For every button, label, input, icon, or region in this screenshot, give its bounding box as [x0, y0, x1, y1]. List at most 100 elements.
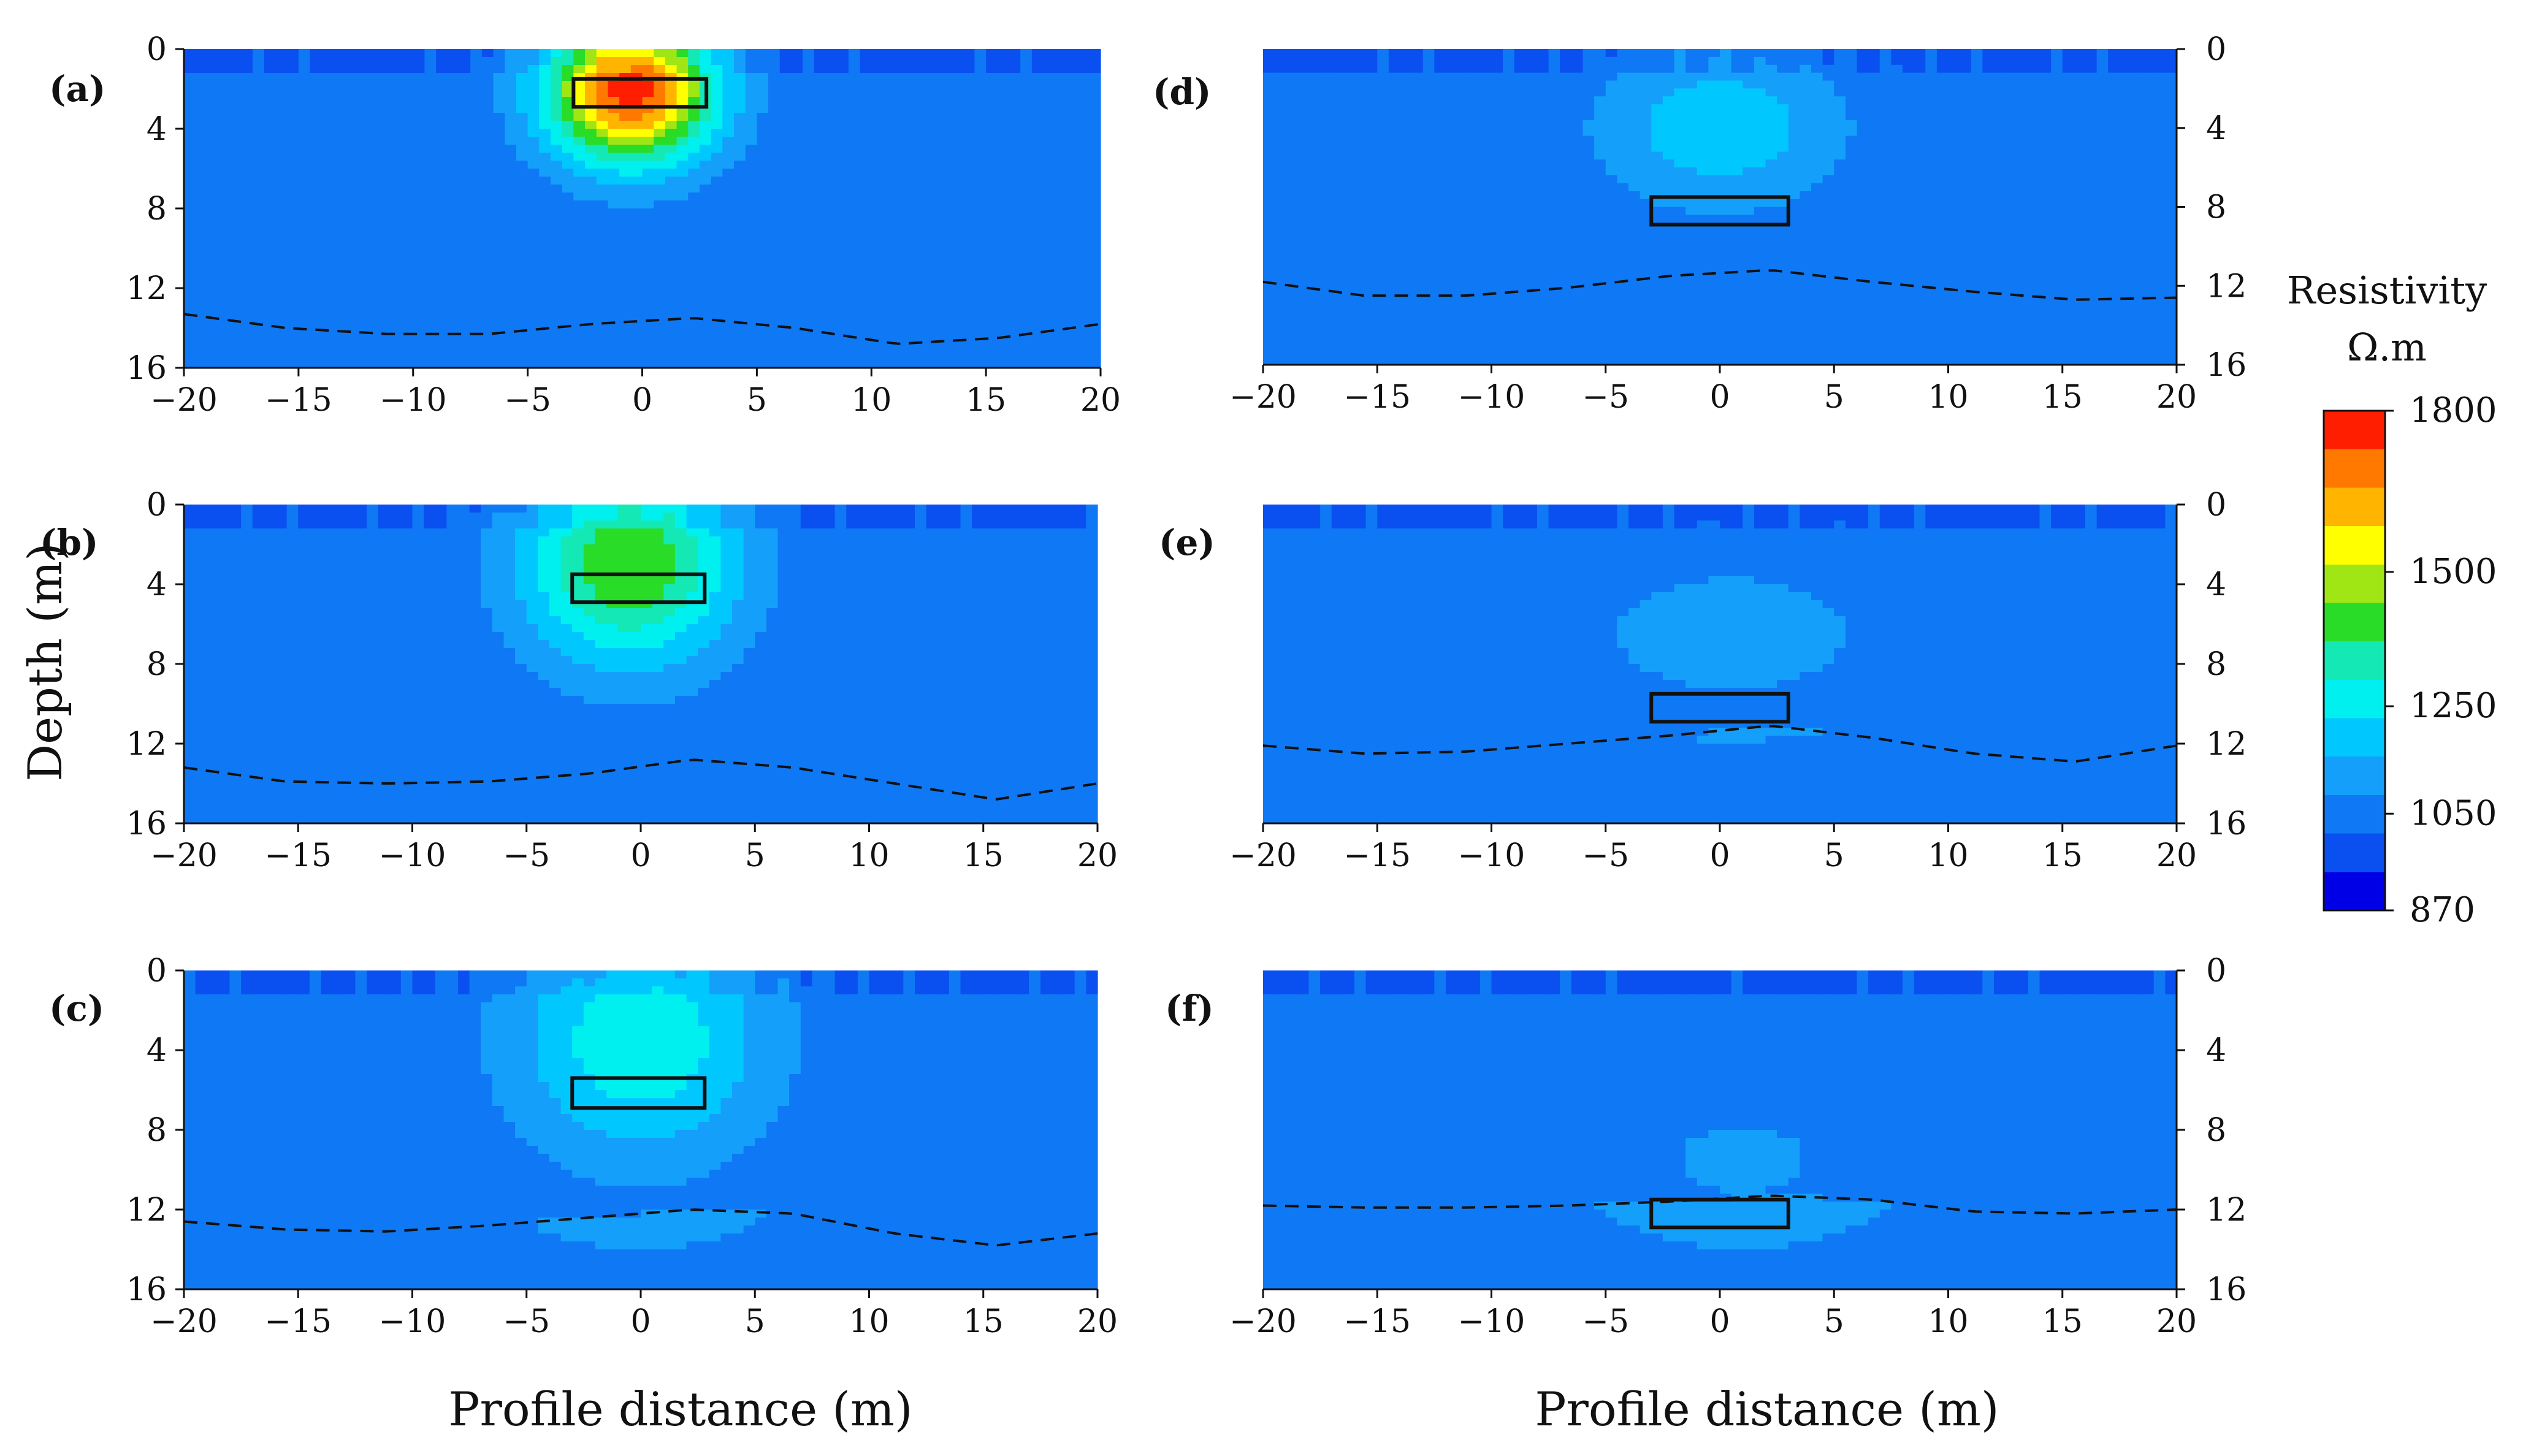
- heatmap-cell: [551, 49, 562, 58]
- heatmap-cell: [275, 783, 287, 792]
- heatmap-cell: [849, 49, 860, 58]
- heatmap-cell: [218, 776, 230, 784]
- heatmap-cell: [207, 560, 218, 569]
- heatmap-cell: [1020, 200, 1032, 209]
- heatmap-cell: [241, 192, 253, 201]
- heatmap-cell: [218, 264, 230, 273]
- heatmap-cell: [1066, 200, 1078, 209]
- heatmap-cell: [298, 656, 310, 665]
- heatmap-cell: [551, 185, 562, 193]
- heatmap-cell: [184, 240, 196, 249]
- heatmap-cell: [654, 161, 665, 169]
- heatmap-cell: [643, 169, 654, 177]
- heatmap-cell: [321, 89, 333, 97]
- heatmap-cell: [482, 336, 494, 345]
- heatmap-cell: [963, 320, 975, 329]
- heatmap-cell: [1055, 352, 1066, 360]
- heatmap-cell: [826, 280, 838, 289]
- heatmap-cell: [826, 137, 838, 145]
- heatmap-cell: [528, 49, 540, 58]
- heatmap-cell: [780, 304, 792, 313]
- heatmap-cell: [551, 153, 562, 161]
- heatmap-cell: [998, 216, 1009, 225]
- heatmap-cell: [974, 312, 986, 321]
- heatmap-cell: [998, 65, 1009, 74]
- heatmap-cell: [940, 169, 952, 177]
- heatmap-cell: [436, 280, 448, 289]
- heatmap-cell: [757, 288, 768, 297]
- heatmap-cell: [654, 336, 665, 345]
- heatmap-cell: [677, 192, 689, 201]
- heatmap-cell: [883, 248, 895, 257]
- heatmap-cell: [837, 57, 849, 66]
- heatmap-cell: [597, 328, 608, 337]
- heatmap-cell: [998, 169, 1009, 177]
- heatmap-cell: [573, 224, 585, 233]
- heatmap-cell: [1044, 224, 1055, 233]
- heatmap-cell: [505, 81, 516, 90]
- heatmap-cell: [264, 145, 276, 153]
- heatmap-cell: [241, 640, 253, 649]
- heatmap-cell: [1089, 113, 1101, 121]
- heatmap-cell: [470, 224, 482, 233]
- heatmap-cell: [688, 344, 700, 353]
- heatmap-cell: [940, 344, 952, 353]
- heatmap-cell: [516, 73, 528, 82]
- heatmap-cell: [768, 169, 780, 177]
- heatmap-cell: [940, 65, 952, 74]
- heatmap-cell: [1009, 97, 1021, 105]
- heatmap-cell: [470, 208, 482, 217]
- heatmap-cell: [746, 153, 757, 161]
- heatmap-cell: [551, 280, 562, 289]
- heatmap-cell: [952, 97, 963, 105]
- heatmap-cell: [986, 224, 998, 233]
- heatmap-cell: [665, 288, 677, 297]
- heatmap-cell: [241, 712, 253, 720]
- heatmap-cell: [1055, 296, 1066, 305]
- heatmap-cell: [298, 640, 310, 649]
- heatmap-cell: [218, 560, 230, 569]
- heatmap-cell: [688, 113, 700, 121]
- heatmap-cell: [871, 169, 883, 177]
- heatmap-cell: [998, 200, 1009, 209]
- heatmap-cell: [287, 73, 299, 82]
- heatmap-cell: [218, 352, 230, 360]
- heatmap-cell: [940, 153, 952, 161]
- heatmap-cell: [196, 712, 207, 720]
- heatmap-cell: [436, 256, 448, 265]
- heatmap-cell: [814, 121, 826, 129]
- heatmap-cell: [459, 312, 471, 321]
- heatmap-cell: [448, 312, 459, 321]
- heatmap-cell: [356, 320, 367, 329]
- heatmap-cell: [218, 704, 230, 712]
- heatmap-cell: [1020, 256, 1032, 265]
- heatmap-cell: [494, 65, 505, 74]
- heatmap-cell: [379, 224, 391, 233]
- heatmap-cell: [184, 288, 196, 297]
- heatmap-cell: [241, 312, 253, 321]
- heatmap-cell: [264, 505, 275, 513]
- heatmap-cell: [345, 232, 356, 241]
- heatmap-cell: [196, 288, 207, 297]
- heatmap-cell: [1032, 65, 1044, 74]
- heatmap-cell: [952, 49, 963, 58]
- heatmap-cell: [906, 129, 917, 137]
- heatmap-cell: [321, 312, 333, 321]
- heatmap-cell: [253, 760, 264, 768]
- heatmap-cell: [551, 89, 562, 97]
- heatmap-cell: [837, 264, 849, 273]
- heatmap-cell: [665, 320, 677, 329]
- heatmap-cell: [333, 105, 345, 113]
- heatmap-cell: [207, 520, 218, 529]
- heatmap-cell: [367, 216, 379, 225]
- heatmap-cell: [379, 344, 391, 353]
- heatmap-cell: [803, 105, 814, 113]
- heatmap-cell: [253, 744, 264, 752]
- heatmap-cell: [218, 616, 230, 625]
- heatmap-cell: [345, 336, 356, 345]
- heatmap-cell: [230, 352, 242, 360]
- heatmap-cell: [929, 97, 941, 105]
- heatmap-cell: [849, 177, 860, 185]
- heatmap-cell: [643, 248, 654, 257]
- heatmap-cell: [860, 352, 872, 360]
